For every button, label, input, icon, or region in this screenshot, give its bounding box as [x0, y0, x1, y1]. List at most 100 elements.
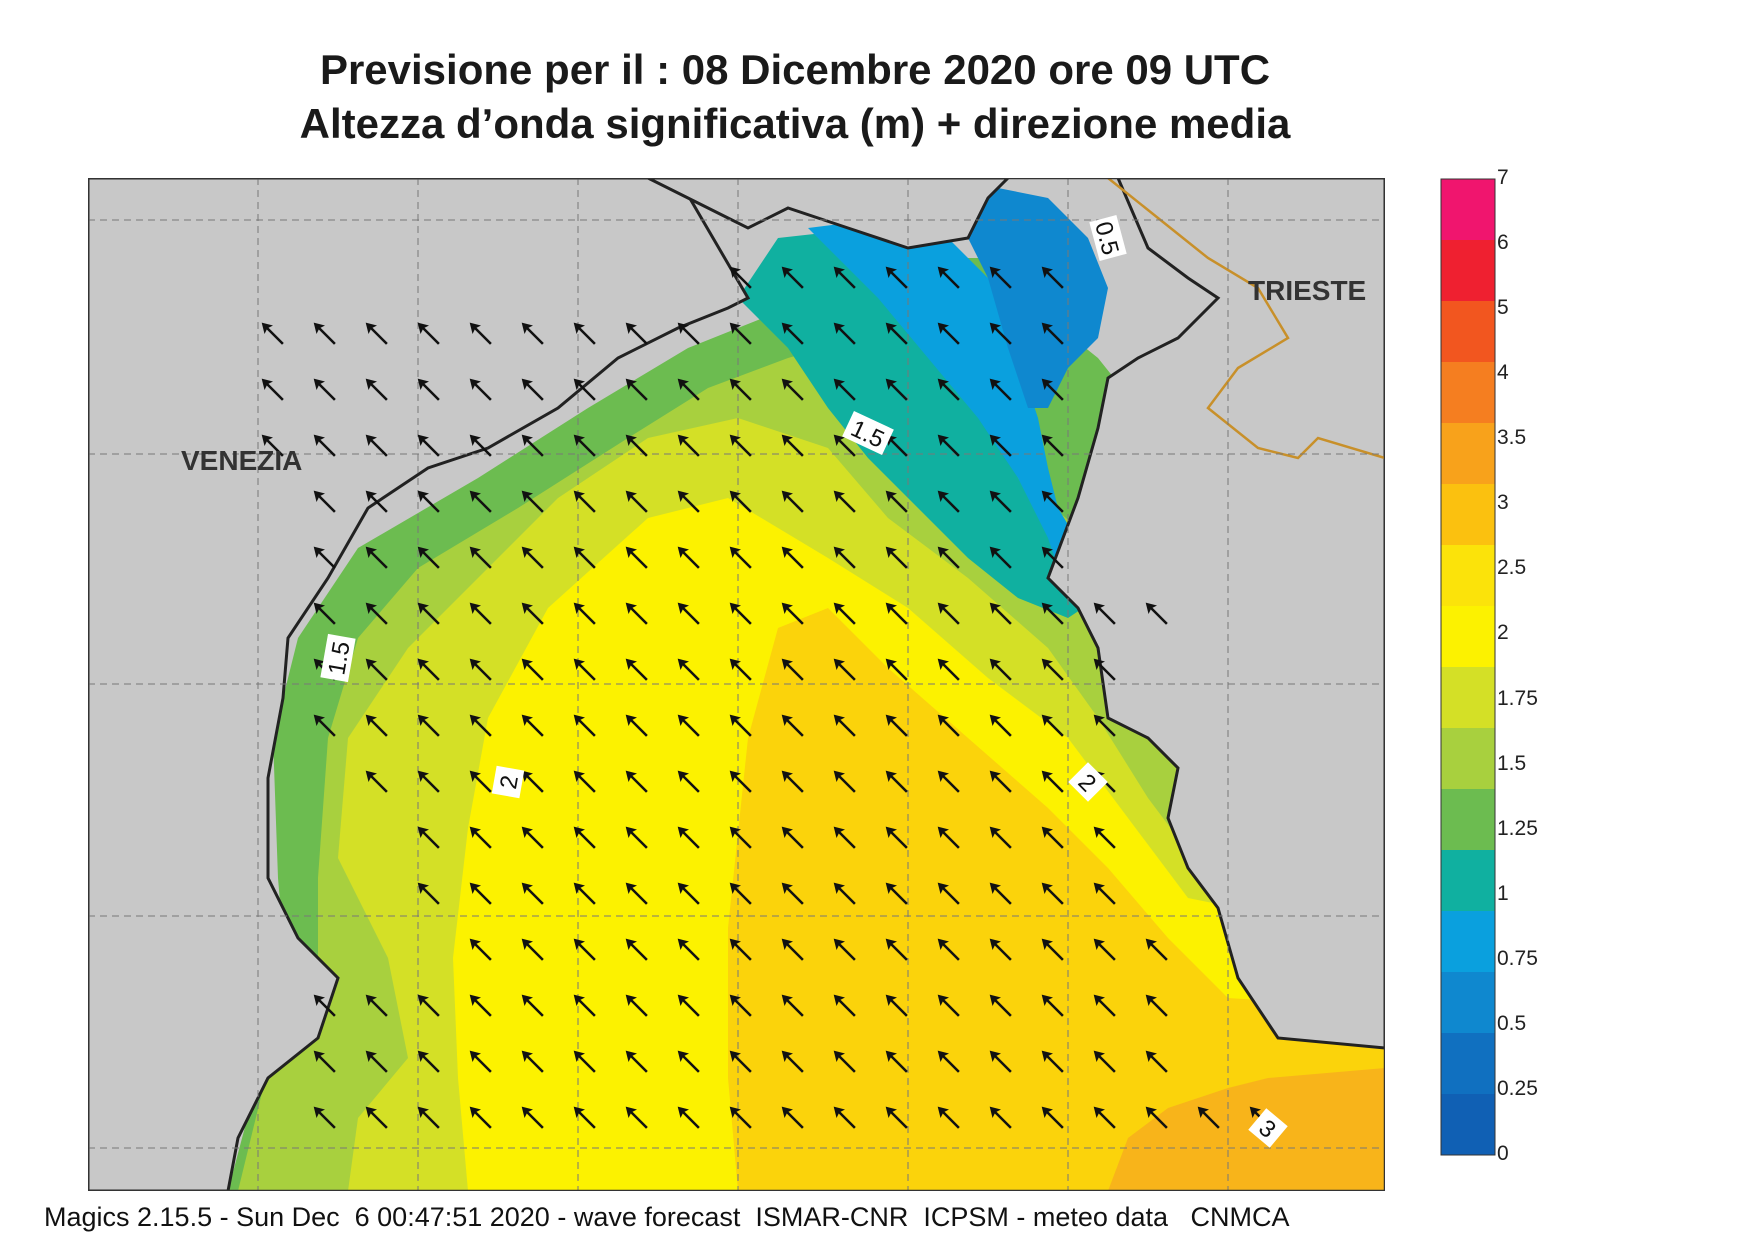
direction-arrow: [729, 490, 752, 513]
direction-arrow: [989, 714, 1012, 737]
direction-arrow: [313, 994, 336, 1017]
map-subtitle: Altezza d’onda significativa (m) + direz…: [299, 100, 1291, 147]
direction-arrow: [677, 602, 700, 625]
direction-arrow: [469, 490, 492, 513]
direction-arrow: [885, 266, 908, 289]
direction-arrow: [313, 322, 336, 345]
direction-arrow: [521, 1050, 544, 1073]
direction-arrow: [1093, 658, 1116, 681]
direction-arrow: [1041, 770, 1064, 793]
direction-arrow: [729, 322, 752, 345]
direction-arrow: [1041, 266, 1064, 289]
contour-label-2-west: 2: [491, 765, 525, 799]
direction-arrow: [833, 658, 856, 681]
direction-arrow: [677, 658, 700, 681]
direction-arrow: [469, 546, 492, 569]
direction-arrow: [573, 490, 596, 513]
direction-arrow: [521, 826, 544, 849]
direction-arrow: [677, 826, 700, 849]
land-west-coast: [88, 178, 751, 1191]
direction-arrow: [521, 938, 544, 961]
direction-arrow: [521, 714, 544, 737]
map-title: Previsione per il : 08 Dicembre 2020 ore…: [319, 46, 1271, 93]
direction-arrow: [729, 938, 752, 961]
direction-arrow: [625, 714, 648, 737]
direction-arrow: [417, 714, 440, 737]
legend-swatch: [1441, 972, 1495, 1034]
direction-arrow: [833, 994, 856, 1017]
direction-arrow: [833, 1106, 856, 1129]
direction-arrow: [989, 882, 1012, 905]
legend-label: 1: [1497, 881, 1509, 905]
direction-arrow: [781, 602, 804, 625]
direction-arrow: [365, 994, 388, 1017]
direction-arrow: [625, 322, 648, 345]
direction-arrow: [729, 434, 752, 457]
direction-arrow: [833, 434, 856, 457]
direction-arrow: [573, 770, 596, 793]
direction-arrow: [521, 378, 544, 401]
direction-arrow: [573, 938, 596, 961]
direction-arrow: [989, 1050, 1012, 1073]
direction-arrow: [1093, 826, 1116, 849]
direction-arrow: [573, 1050, 596, 1073]
legend-swatch: [1441, 301, 1495, 363]
direction-arrow: [521, 490, 544, 513]
legend-label: 1.25: [1497, 816, 1538, 840]
direction-arrow: [833, 882, 856, 905]
direction-arrow: [989, 378, 1012, 401]
direction-arrow: [937, 658, 960, 681]
direction-arrow: [573, 658, 596, 681]
direction-arrow: [1145, 994, 1168, 1017]
direction-arrow: [521, 770, 544, 793]
direction-arrow: [937, 322, 960, 345]
direction-arrow: [885, 1050, 908, 1073]
direction-arrow: [937, 602, 960, 625]
direction-arrow: [417, 378, 440, 401]
direction-arrow: [625, 490, 648, 513]
direction-arrow: [1093, 714, 1116, 737]
direction-arrow: [625, 658, 648, 681]
direction-arrow: [417, 490, 440, 513]
direction-arrow: [781, 826, 804, 849]
istria-border: [1107, 178, 1385, 460]
direction-arrow: [1041, 658, 1064, 681]
legend-swatch: [1441, 789, 1495, 851]
direction-arrow: [365, 1106, 388, 1129]
legend-swatch: [1441, 1033, 1495, 1095]
footer-credits: Magics 2.15.5 - Sun Dec 6 00:47:51 2020 …: [44, 1202, 1290, 1232]
direction-arrow: [781, 266, 804, 289]
direction-arrow: [729, 714, 752, 737]
direction-arrow: [1041, 1050, 1064, 1073]
direction-arrow: [729, 826, 752, 849]
sea-band-2-5: [728, 608, 1385, 1191]
direction-arrow: [469, 1106, 492, 1129]
direction-arrow: [625, 882, 648, 905]
legend-label: 0.75: [1497, 946, 1538, 970]
direction-arrow: [1041, 490, 1064, 513]
direction-arrow: [677, 938, 700, 961]
wave-height-map: 0.5 1.5 1.5 2 2 3 VENEZIA TRIESTE: [88, 178, 1385, 1191]
direction-arrow: [469, 1050, 492, 1073]
direction-arrow: [1093, 602, 1116, 625]
direction-arrow: [885, 378, 908, 401]
direction-arrow: [365, 434, 388, 457]
legend-label: 7: [1497, 166, 1509, 189]
direction-arrow: [417, 1106, 440, 1129]
direction-arrow: [261, 434, 284, 457]
direction-arrow: [573, 322, 596, 345]
direction-arrow: [417, 826, 440, 849]
direction-arrow: [729, 266, 752, 289]
direction-arrow: [833, 938, 856, 961]
direction-arrow: [677, 994, 700, 1017]
direction-arrow: [781, 322, 804, 345]
direction-arrow: [365, 378, 388, 401]
direction-arrow: [937, 882, 960, 905]
direction-arrow: [573, 546, 596, 569]
direction-arrow: [989, 434, 1012, 457]
direction-arrow: [937, 546, 960, 569]
direction-arrow: [989, 546, 1012, 569]
direction-arrow: [313, 1050, 336, 1073]
direction-arrow: [1041, 714, 1064, 737]
direction-arrow: [1145, 938, 1168, 961]
